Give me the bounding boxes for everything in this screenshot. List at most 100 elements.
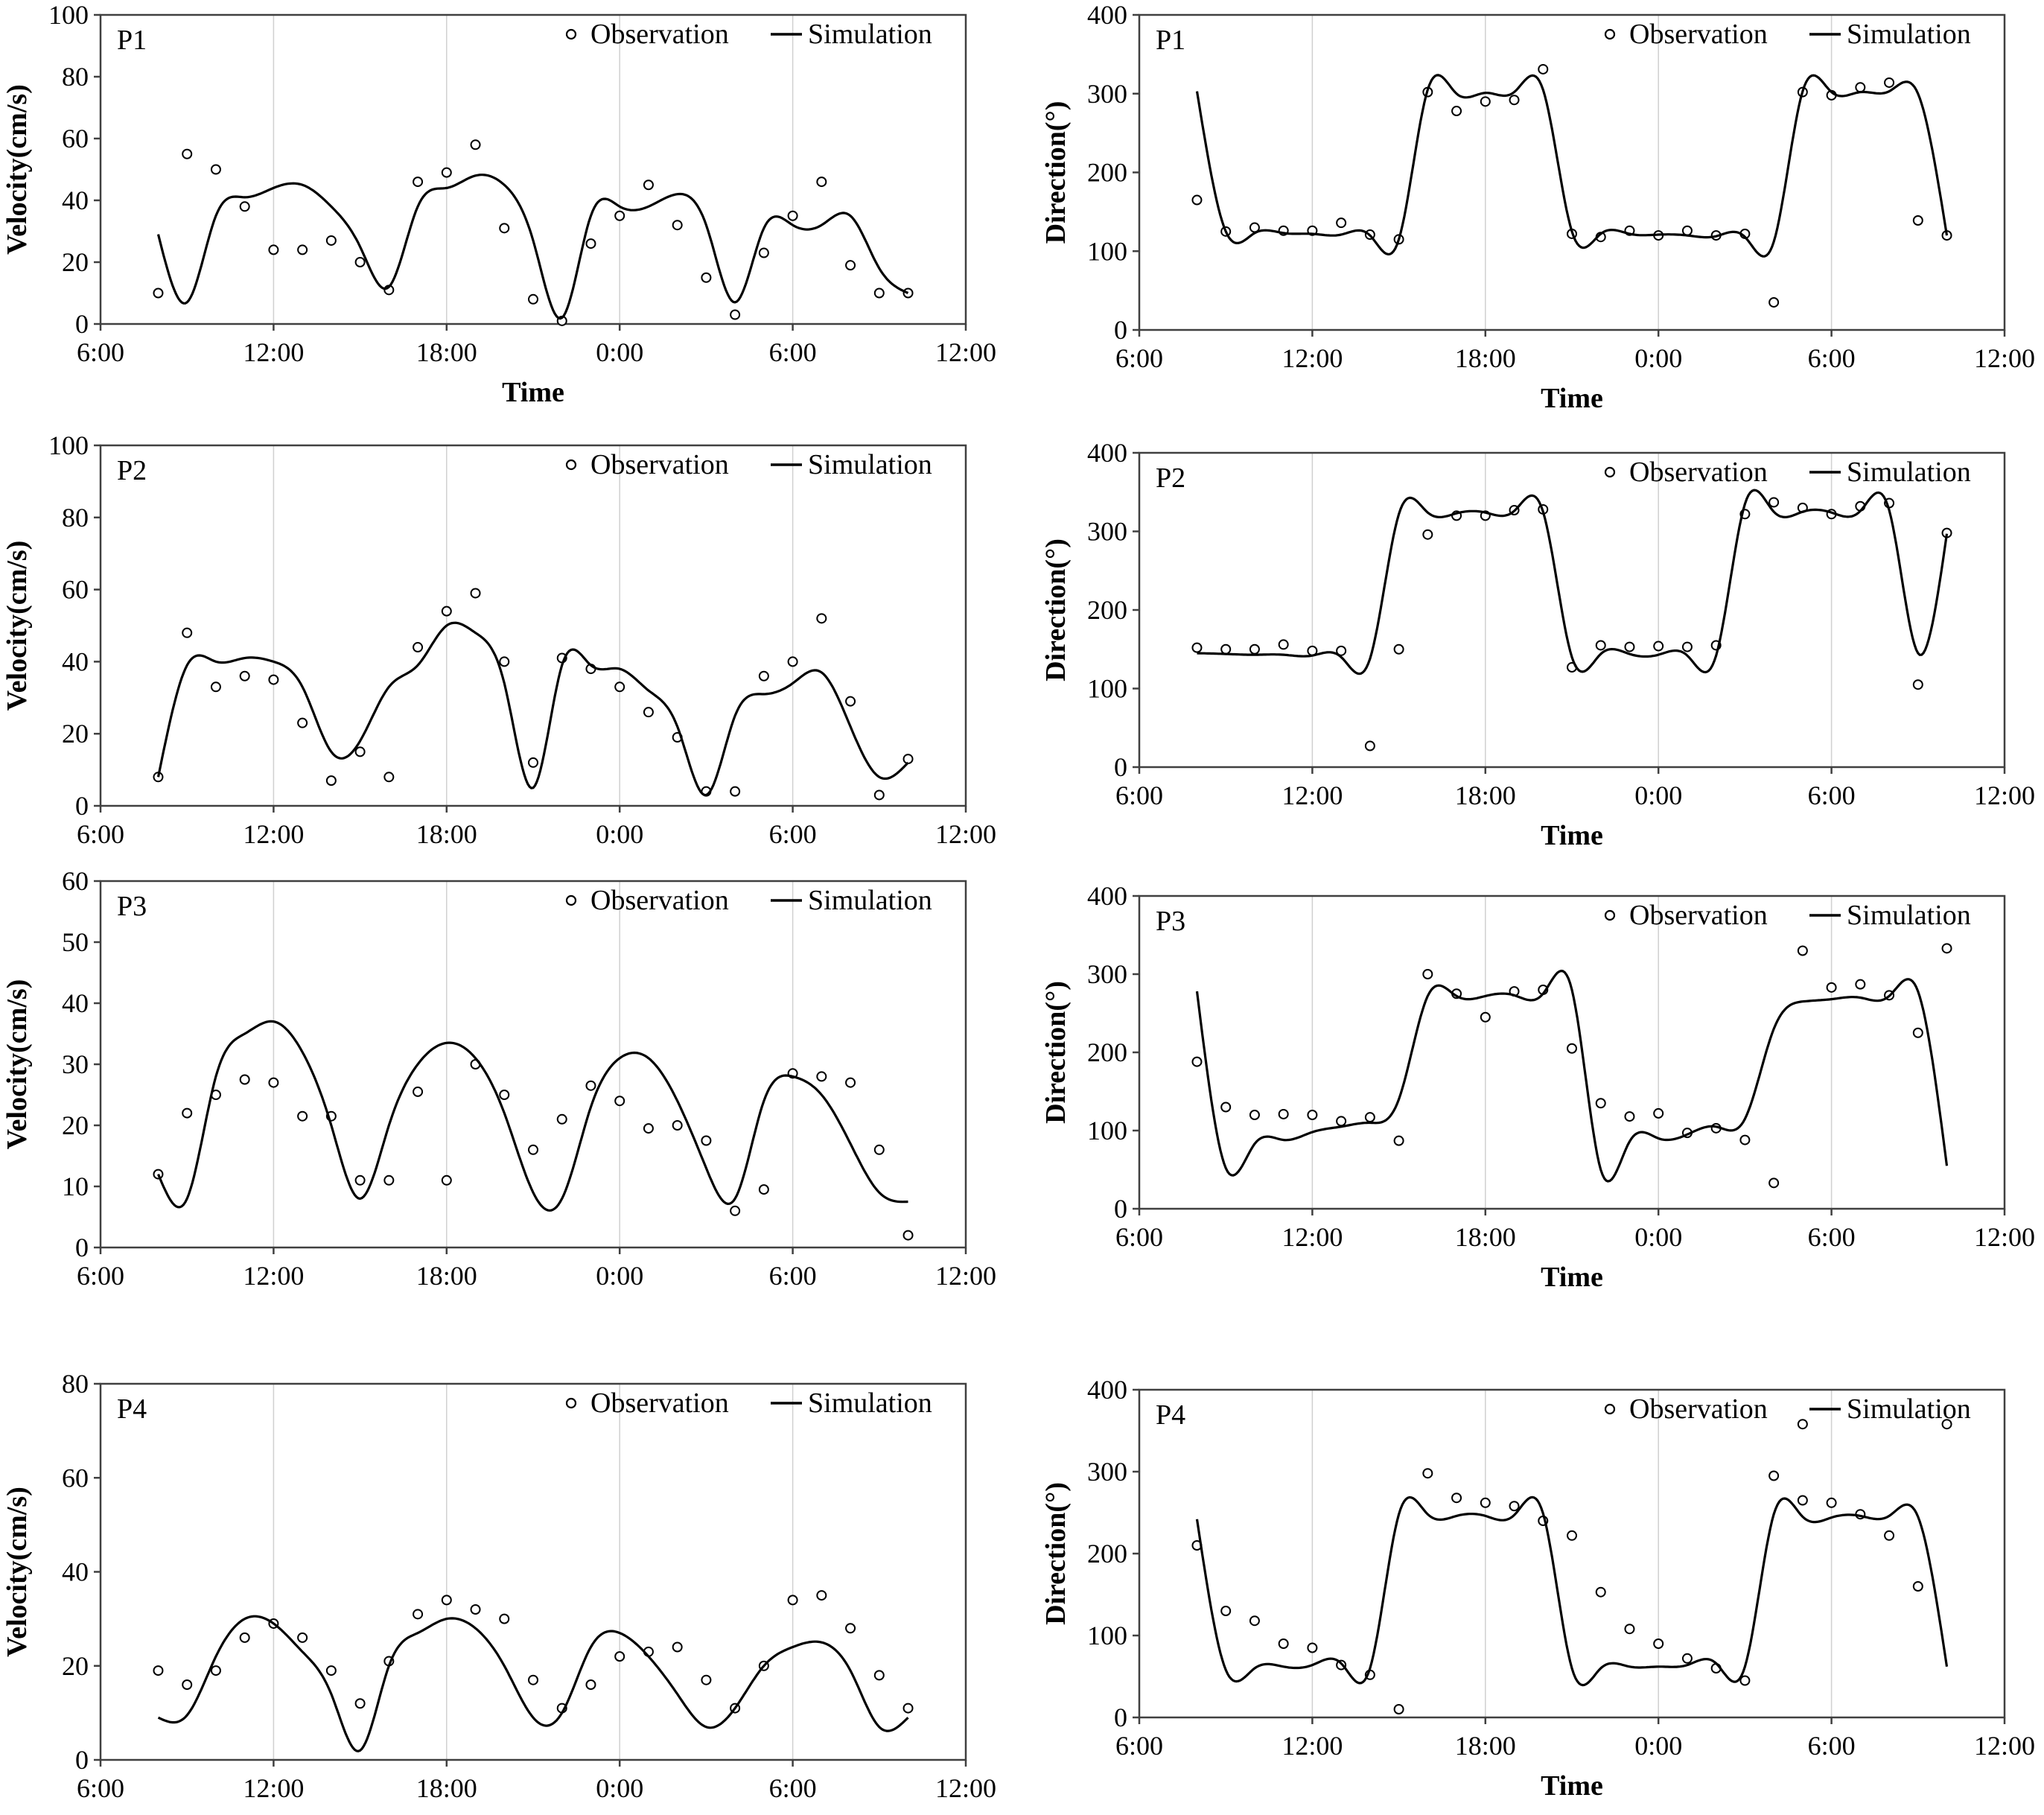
y-tick-label: 200 bbox=[1087, 158, 1127, 188]
data-point-observation bbox=[499, 656, 510, 667]
y-tick-label: 40 bbox=[62, 185, 89, 215]
data-point-observation bbox=[1480, 1497, 1491, 1508]
x-tick-label: 6:00 bbox=[1808, 343, 1856, 373]
y-tick-label: 80 bbox=[62, 1369, 89, 1399]
y-tick-label: 40 bbox=[62, 988, 89, 1018]
data-point-observation bbox=[1249, 643, 1260, 655]
legend-marker-observation bbox=[1604, 466, 1616, 478]
data-point-observation bbox=[1797, 945, 1808, 956]
y-axis-label: Velocity(cm/s) bbox=[1, 541, 33, 711]
plot-frame bbox=[99, 13, 967, 325]
x-tick-label: 12:00 bbox=[1282, 1222, 1343, 1252]
panel-label: P2 bbox=[117, 455, 147, 486]
data-point-observation bbox=[701, 272, 712, 283]
legend: Observation Simulation bbox=[565, 1388, 932, 1419]
data-point-observation bbox=[614, 1651, 625, 1662]
data-point-observation bbox=[153, 1169, 164, 1180]
legend-entry-simulation: Simulation bbox=[1847, 457, 1971, 488]
x-tick-label: 6:00 bbox=[769, 1773, 817, 1803]
series-line-simulation bbox=[157, 1615, 909, 1752]
x-tick-label: 6:00 bbox=[1115, 781, 1163, 810]
data-point-observation bbox=[1307, 1110, 1318, 1120]
x-tick-label: 18:00 bbox=[416, 337, 477, 367]
x-tick-label: 12:00 bbox=[935, 1773, 996, 1803]
legend-entry-simulation: Simulation bbox=[1847, 19, 1971, 50]
data-point-observation bbox=[873, 789, 885, 801]
data-point-observation bbox=[1826, 1497, 1837, 1508]
panel-label: P4 bbox=[1156, 1399, 1185, 1431]
plot-frame bbox=[1138, 13, 2006, 331]
x-tick-label: 12:00 bbox=[1974, 1222, 2035, 1252]
data-point-observation bbox=[470, 588, 481, 599]
data-point-observation bbox=[902, 1230, 914, 1241]
data-point-observation bbox=[1220, 1102, 1232, 1113]
data-point-observation bbox=[528, 1144, 538, 1155]
x-tick-label: 6:00 bbox=[1808, 781, 1856, 810]
data-point-observation bbox=[239, 1632, 250, 1643]
legend: Observation Simulation bbox=[565, 449, 932, 480]
y-axis-label: Velocity(cm/s) bbox=[1, 979, 33, 1150]
x-tick-label: 12:00 bbox=[243, 337, 304, 367]
x-tick-label: 6:00 bbox=[769, 819, 817, 849]
chart-panel-p4-velocity: 0 20 40 60 80 6:00 12:00 18:00 0:00 6:00 12:00 Velo… bbox=[1, 1369, 996, 1803]
data-point-observation bbox=[758, 247, 769, 258]
data-point-observation bbox=[1739, 1675, 1751, 1686]
y-tick-label: 200 bbox=[1087, 1037, 1127, 1067]
data-point-observation bbox=[1249, 1615, 1260, 1627]
y-tick-label: 40 bbox=[62, 646, 89, 676]
data-point-observation bbox=[816, 177, 827, 188]
data-point-observation bbox=[499, 1090, 510, 1100]
data-point-observation bbox=[873, 1670, 885, 1681]
data-point-observation bbox=[528, 1674, 538, 1685]
legend-entry-simulation: Simulation bbox=[808, 885, 932, 916]
data-point-observation bbox=[1912, 679, 1923, 690]
data-point-observation bbox=[1884, 77, 1895, 88]
data-point-observation bbox=[1768, 296, 1780, 308]
data-point-observation bbox=[758, 670, 769, 681]
data-point-observation bbox=[297, 244, 308, 255]
legend: Observation Simulation bbox=[565, 19, 932, 50]
data-point-observation bbox=[816, 1590, 827, 1601]
data-point-observation bbox=[413, 177, 424, 188]
data-point-observation bbox=[1393, 1704, 1404, 1714]
y-tick-label: 0 bbox=[75, 791, 89, 821]
y-tick-label: 300 bbox=[1087, 79, 1127, 109]
data-point-observation bbox=[1278, 639, 1289, 650]
data-point-observation bbox=[730, 309, 741, 320]
data-point-observation bbox=[672, 1120, 683, 1131]
data-point-observation bbox=[1336, 1116, 1347, 1127]
data-point-observation bbox=[1595, 640, 1606, 651]
x-tick-label: 0:00 bbox=[596, 1261, 643, 1291]
legend: Observation Simulation bbox=[565, 885, 932, 916]
data-point-observation bbox=[182, 148, 193, 159]
x-tick-label: 12:00 bbox=[1282, 1731, 1343, 1761]
data-point-observation bbox=[268, 244, 279, 255]
data-point-observation bbox=[1191, 1056, 1203, 1067]
x-tick-label: 12:00 bbox=[935, 1261, 996, 1291]
data-point-observation bbox=[585, 1679, 596, 1690]
legend-marker-observation bbox=[1604, 909, 1616, 921]
y-tick-label: 400 bbox=[1087, 438, 1127, 468]
y-tick-label: 0 bbox=[1114, 752, 1127, 782]
legend-entry-simulation: Simulation bbox=[1847, 1393, 1971, 1425]
y-tick-label: 20 bbox=[62, 719, 89, 748]
y-tick-label: 0 bbox=[75, 1745, 89, 1775]
x-tick-label: 6:00 bbox=[1115, 1731, 1163, 1761]
data-point-observation bbox=[528, 293, 538, 305]
y-tick-label: 200 bbox=[1087, 595, 1127, 625]
y-tick-label: 400 bbox=[1087, 881, 1127, 911]
data-point-observation bbox=[441, 1595, 452, 1606]
legend-entry-observation: Observation bbox=[590, 1388, 729, 1419]
data-point-observation bbox=[413, 1086, 424, 1097]
panel-label: P3 bbox=[117, 891, 147, 922]
y-tick-label: 60 bbox=[62, 866, 89, 896]
chart-panel-p3-velocity: 0 10 20 30 40 50 60 6:00 12:00 18:00 0:00 6:00 12:00… bbox=[1, 866, 996, 1291]
series-line-simulation bbox=[157, 1020, 908, 1212]
data-point-observation bbox=[182, 1107, 193, 1119]
data-point-observation bbox=[787, 1595, 798, 1606]
legend-marker-observation bbox=[1604, 1403, 1616, 1415]
data-point-observation bbox=[1567, 1530, 1577, 1541]
x-tick-label: 12:00 bbox=[1282, 781, 1343, 810]
data-point-observation bbox=[528, 757, 538, 768]
data-point-observation bbox=[1912, 1027, 1923, 1038]
